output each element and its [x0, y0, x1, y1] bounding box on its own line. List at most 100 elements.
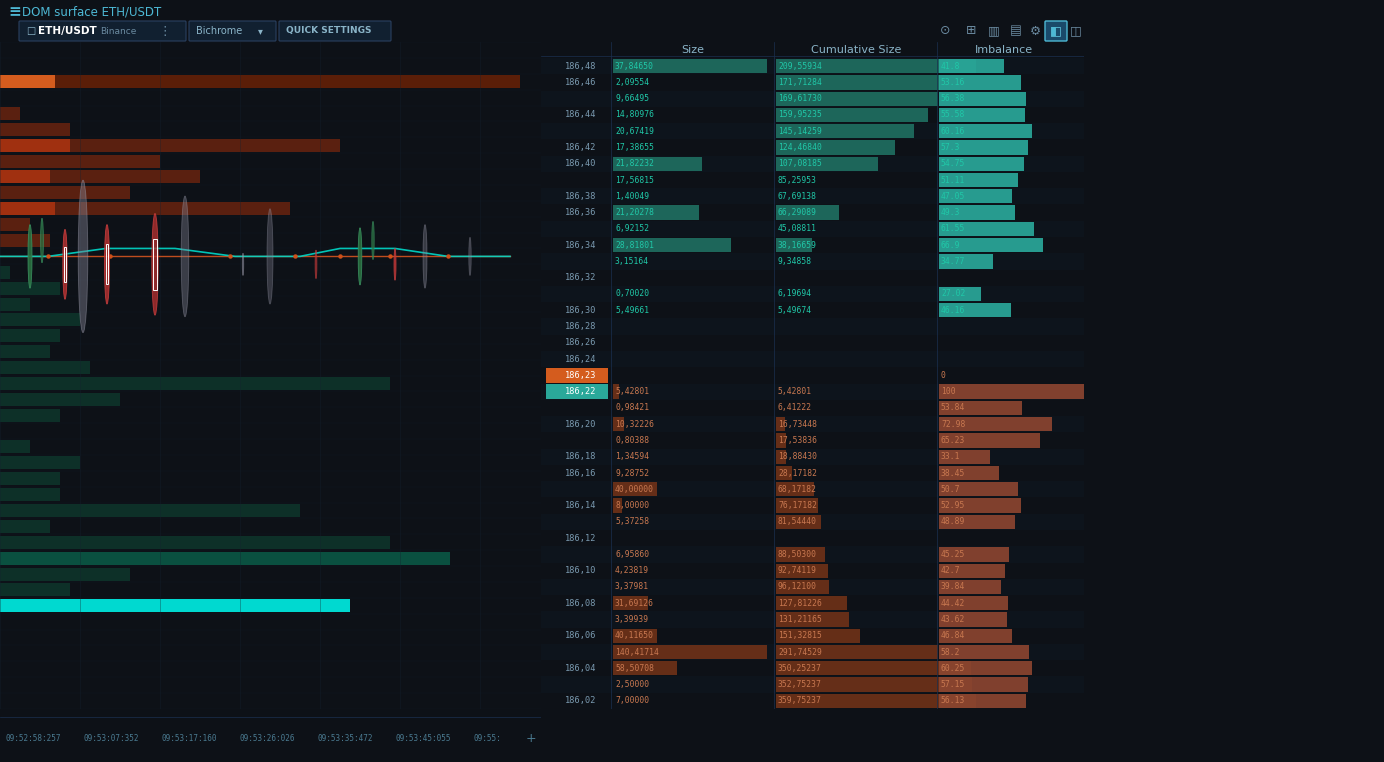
Bar [938, 385, 1093, 399]
Text: 131,21165: 131,21165 [778, 615, 822, 624]
Text: 09:53:07:352: 09:53:07:352 [83, 734, 138, 743]
Circle shape [242, 253, 244, 275]
Text: 09:53:26:026: 09:53:26:026 [239, 734, 295, 743]
Text: 9,66495: 9,66495 [614, 94, 649, 103]
Text: 100: 100 [941, 387, 955, 396]
Text: 186,22: 186,22 [565, 387, 597, 396]
Text: 3,15164: 3,15164 [614, 257, 649, 266]
Circle shape [358, 228, 361, 285]
Text: 2,09554: 2,09554 [614, 78, 649, 87]
Text: 41.8: 41.8 [941, 62, 960, 71]
Text: 96,12100: 96,12100 [778, 582, 817, 591]
Text: 45.25: 45.25 [941, 550, 966, 559]
Bar [776, 417, 785, 431]
Text: 51.11: 51.11 [941, 175, 966, 184]
Bar [0, 313, 80, 326]
Bar [541, 319, 1084, 335]
Bar [776, 75, 940, 90]
Text: 6,92152: 6,92152 [614, 224, 649, 233]
Text: 50.7: 50.7 [941, 485, 960, 494]
Circle shape [40, 218, 43, 263]
Bar [0, 584, 71, 597]
Text: 186,04: 186,04 [565, 664, 597, 673]
Text: 85,25953: 85,25953 [778, 175, 817, 184]
Bar [0, 202, 55, 215]
Text: ▥: ▥ [988, 24, 999, 37]
Bar [0, 440, 30, 453]
Bar [0, 75, 520, 88]
Bar [938, 124, 1032, 139]
Bar [0, 282, 60, 295]
Text: 40,00000: 40,00000 [614, 485, 655, 494]
Text: 8,00000: 8,00000 [614, 501, 649, 510]
Text: 186,16: 186,16 [565, 469, 597, 478]
Text: ◧: ◧ [1050, 24, 1062, 37]
Bar [938, 189, 1012, 203]
Bar [0, 75, 55, 88]
Bar [541, 91, 1084, 107]
Text: ≡: ≡ [8, 5, 21, 20]
Text: 66,29089: 66,29089 [778, 208, 817, 217]
Text: 209,55934: 209,55934 [778, 62, 822, 71]
Text: 186,32: 186,32 [565, 274, 597, 282]
Text: 56.13: 56.13 [941, 696, 966, 706]
Bar [938, 466, 999, 480]
Bar [0, 456, 80, 469]
Text: 186,38: 186,38 [565, 192, 597, 201]
Bar [776, 206, 839, 219]
Bar [0, 552, 450, 565]
Bar [938, 255, 992, 268]
Text: 186,36: 186,36 [565, 208, 597, 217]
Circle shape [372, 222, 374, 260]
Text: 186,44: 186,44 [565, 110, 597, 120]
Text: ⊞: ⊞ [966, 24, 977, 37]
Bar [938, 287, 981, 301]
Text: 68,17182: 68,17182 [778, 485, 817, 494]
Text: □: □ [26, 26, 35, 36]
Text: 0,98421: 0,98421 [614, 403, 649, 412]
Text: 186,30: 186,30 [565, 306, 597, 315]
Bar [938, 173, 1019, 187]
Text: 44.42: 44.42 [941, 599, 966, 608]
Text: 107,08185: 107,08185 [778, 159, 822, 168]
Text: 09:55:: 09:55: [473, 734, 501, 743]
Bar [0, 599, 350, 613]
Text: 52.95: 52.95 [941, 501, 966, 510]
Bar [776, 693, 976, 708]
Text: 45,08811: 45,08811 [778, 224, 817, 233]
Bar [776, 124, 915, 139]
Bar [613, 157, 702, 171]
Bar [938, 580, 1001, 594]
Text: 20,67419: 20,67419 [614, 126, 655, 136]
Bar [776, 59, 976, 73]
Bar [0, 408, 60, 421]
Bar [938, 482, 1017, 497]
Text: 2,50000: 2,50000 [614, 680, 649, 689]
Text: ◫: ◫ [1070, 24, 1082, 37]
Text: ⋮: ⋮ [158, 24, 170, 37]
Text: 186,18: 186,18 [565, 452, 597, 461]
Text: 58,50708: 58,50708 [614, 664, 655, 673]
Text: 72.98: 72.98 [941, 420, 966, 429]
Text: 67,69138: 67,69138 [778, 192, 817, 201]
Bar [938, 59, 1003, 73]
Text: 145,14259: 145,14259 [778, 126, 822, 136]
Bar [938, 629, 1012, 643]
Text: 57.15: 57.15 [941, 680, 966, 689]
Text: 76,17182: 76,17182 [778, 501, 817, 510]
Text: 42.7: 42.7 [941, 566, 960, 575]
Text: 186,08: 186,08 [565, 599, 597, 608]
Bar [541, 579, 1084, 595]
Text: ▾: ▾ [257, 26, 263, 36]
Bar [938, 564, 1005, 578]
Bar [938, 206, 1016, 219]
Text: DOM surface ETH/USDT: DOM surface ETH/USDT [22, 5, 162, 18]
Bar [776, 629, 859, 643]
Bar [776, 238, 812, 252]
Text: ETH/USDT: ETH/USDT [37, 26, 97, 36]
Text: 66.9: 66.9 [941, 241, 960, 250]
Bar [613, 498, 621, 513]
Text: 28,17182: 28,17182 [778, 469, 817, 478]
Bar [0, 187, 130, 200]
Text: 352,75237: 352,75237 [778, 680, 822, 689]
